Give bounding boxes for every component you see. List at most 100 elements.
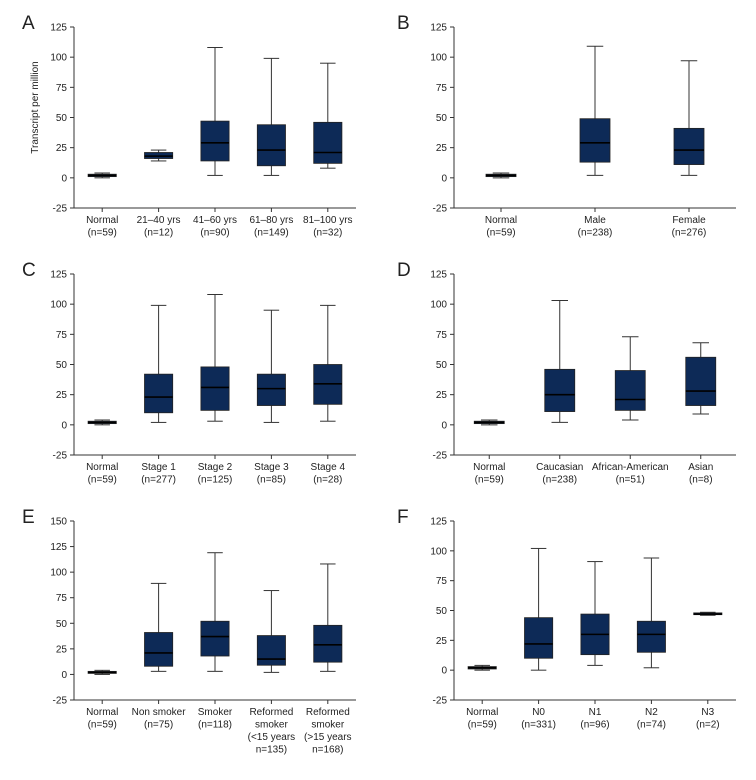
category-label-line: (n=118) (198, 720, 232, 731)
category-label-line: (n=59) (88, 228, 117, 239)
category-label: Stage 3 (n=85) (254, 462, 289, 486)
category-label: N1 (n=96) (580, 707, 609, 731)
panel-a: A -25 0 25 50 75 100 125 Transcript per million N… (22, 13, 356, 239)
iqr-box (524, 617, 554, 659)
panel-label: F (397, 507, 409, 528)
category-label-line: Male (584, 215, 606, 226)
category-label-line: (n=277) (141, 475, 176, 486)
category-label-line: Normal (473, 462, 505, 473)
y-tick-label: 100 (50, 300, 67, 311)
y-tick-label: 25 (56, 390, 68, 401)
category-label-line: Asian (688, 462, 713, 473)
y-tick-label: 125 (430, 23, 447, 34)
y-tick-label: 0 (441, 420, 447, 431)
category-label-line: (n=276) (672, 228, 707, 239)
category-label-line: (n=59) (475, 475, 504, 486)
y-tick-label: 25 (436, 390, 448, 401)
y-tick-label: 100 (430, 300, 447, 311)
y-tick-label: 0 (61, 420, 67, 431)
box-0: Normal (n=59) (86, 172, 118, 239)
category-label-line: N3 (701, 707, 714, 718)
category-label: 21–40 yrs (n=12) (137, 215, 181, 239)
panel-e: E -25 0 25 50 75 100 125 150 Normal (n=59) Non smok… (22, 507, 356, 756)
category-label: Normal (n=59) (485, 215, 517, 239)
panel-label: E (22, 507, 35, 528)
box-1: Male (n=238) (578, 45, 613, 239)
category-label: Stage 1 (n=277) (141, 462, 176, 486)
category-label-line: Reformed (249, 707, 293, 718)
category-label: Stage 2 (n=125) (198, 462, 233, 486)
iqr-box (256, 635, 286, 666)
category-label-line: smoker (255, 720, 288, 731)
y-tick-label: -25 (433, 204, 448, 215)
category-label: Female (n=276) (672, 215, 707, 239)
iqr-box (579, 118, 611, 163)
category-label-line: Stage 2 (198, 462, 233, 473)
category-label-line: (n=59) (486, 228, 515, 239)
panel-label: B (397, 13, 410, 34)
category-label-line: N1 (589, 707, 602, 718)
category-label-line: Normal (86, 215, 118, 226)
category-label: African-American (n=51) (592, 462, 669, 486)
y-tick-label: 125 (430, 517, 447, 528)
category-label-line: (n=125) (198, 475, 233, 486)
category-label-line: (n=2) (696, 720, 720, 731)
box-2: Stage 2 (n=125) (198, 294, 233, 486)
box-1: N0 (n=331) (521, 547, 556, 731)
category-label: Asian (n=8) (688, 462, 713, 486)
y-tick-label: 100 (430, 53, 447, 64)
category-label-line: (n=90) (200, 228, 229, 239)
y-tick-label: 0 (441, 666, 447, 677)
category-label-line: N0 (532, 707, 545, 718)
box-0: Normal (n=59) (86, 419, 118, 486)
panel-d: D -25 0 25 50 75 100 125 Normal (n=59) Caucasian (n… (397, 260, 736, 486)
category-label-line: Normal (466, 707, 498, 718)
category-label-line: 21–40 yrs (137, 215, 181, 226)
iqr-box (200, 120, 230, 162)
category-label-line: 81–100 yrs (303, 215, 352, 226)
iqr-box (673, 127, 705, 165)
box-3: Reformed smoker (<15 years n=135) (248, 590, 296, 756)
category-label-line: (n=74) (637, 720, 666, 731)
category-label: Normal (n=59) (86, 462, 118, 486)
category-label-line: Stage 1 (141, 462, 176, 473)
category-label-line: Stage 3 (254, 462, 289, 473)
category-label-line: n=135) (256, 745, 287, 756)
category-label-line: Normal (485, 215, 517, 226)
iqr-box (685, 356, 717, 406)
category-label: Stage 4 (n=28) (311, 462, 346, 486)
y-tick-label: 125 (50, 270, 67, 281)
category-label-line: (n=32) (313, 228, 342, 239)
box-4: Stage 4 (n=28) (311, 304, 346, 486)
iqr-box (144, 632, 174, 667)
y-tick-label: 75 (436, 330, 448, 341)
y-tick-label: 75 (56, 593, 68, 604)
category-label-line: African-American (592, 462, 669, 473)
category-label: N3 (n=2) (696, 707, 720, 731)
iqr-box (636, 620, 666, 653)
category-label-line: (n=59) (468, 720, 497, 731)
category-label: N0 (n=331) (521, 707, 556, 731)
box-1: Caucasian (n=238) (536, 300, 583, 486)
box-0: Normal (n=59) (485, 172, 517, 239)
category-label-line: Female (672, 215, 706, 226)
category-label-line: Caucasian (536, 462, 583, 473)
y-tick-label: 100 (50, 568, 67, 579)
panel-b: B -25 0 25 50 75 100 125 Normal (n=59) Male (n=238)… (397, 13, 736, 239)
y-tick-label: 25 (56, 644, 68, 655)
category-label-line: 61–80 yrs (249, 215, 293, 226)
box-1: Stage 1 (n=277) (141, 304, 176, 486)
y-tick-label: -25 (433, 696, 448, 707)
category-label: Caucasian (n=238) (536, 462, 583, 486)
box-0: Normal (n=59) (473, 419, 505, 486)
y-tick-label: 75 (436, 83, 448, 94)
box-2: African-American (n=51) (592, 336, 669, 486)
y-axis-title: Transcript per million (30, 61, 41, 153)
y-tick-label: 150 (50, 517, 67, 528)
category-label-line: (n=12) (144, 228, 173, 239)
box-3: Stage 3 (n=85) (254, 309, 289, 486)
category-label-line: (<15 years (248, 732, 296, 743)
category-label-line: (n=238) (578, 228, 613, 239)
category-label-line: (n=85) (257, 475, 286, 486)
